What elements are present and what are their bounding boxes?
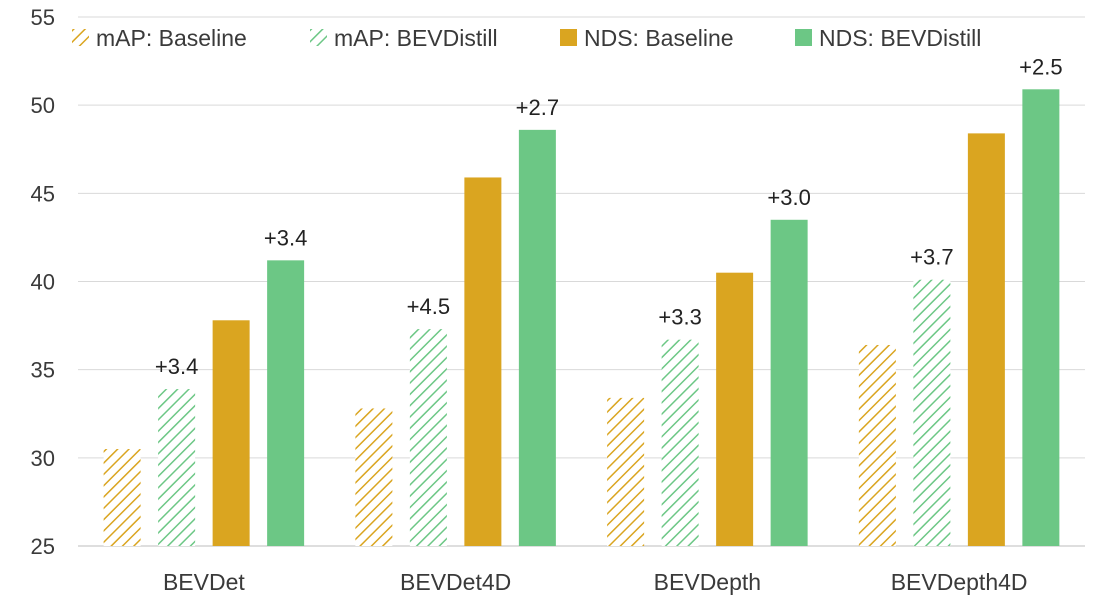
legend-label: NDS: Baseline [584, 25, 734, 51]
delta-label: +3.0 [767, 185, 810, 210]
bars [103, 89, 1060, 547]
bar-map-bevdistill-bevdet4d [409, 329, 447, 546]
delta-label: +3.3 [658, 305, 701, 330]
delta-label: +3.4 [155, 354, 198, 379]
x-category-label: BEVDet [163, 569, 245, 595]
legend-swatch [795, 29, 812, 46]
legend-label: mAP: BEVDistill [334, 25, 498, 51]
delta-label: +3.4 [264, 225, 307, 250]
legend-swatch [310, 29, 327, 46]
x-category-label: BEVDepth [654, 569, 761, 595]
bar-map-baseline-bevdet4d [355, 408, 393, 546]
y-tick-label: 40 [31, 270, 55, 295]
legend-label: mAP: Baseline [96, 25, 247, 51]
legend: mAP: Baseline mAP: BEVDistill NDS: Baselin… [72, 25, 981, 51]
legend-swatch [72, 29, 89, 46]
legend-label: NDS: BEVDistill [819, 25, 981, 51]
bar-map-baseline-bevdepth [607, 397, 645, 546]
bar-nds-bevdistill-bevdet [267, 260, 305, 546]
legend-swatch [560, 29, 577, 46]
bar-map-baseline-bevdepth4d [858, 344, 896, 546]
delta-label: +2.7 [516, 95, 559, 120]
data-labels: +3.4 +4.5 +3.3 +3.7 +3.4 +2.7 +3.0 +2.5 [155, 54, 1063, 379]
x-category-label: BEVDet4D [400, 569, 511, 595]
y-tick-label: 25 [31, 534, 55, 559]
y-tick-label: 35 [31, 358, 55, 383]
bar-map-bevdistill-bevdepth [661, 339, 699, 546]
x-category-label: BEVDepth4D [891, 569, 1028, 595]
y-axis: 25 30 35 40 45 50 55 [31, 5, 55, 559]
y-tick-label: 30 [31, 446, 55, 471]
bar-nds-bevdistill-bevdepth [770, 219, 808, 547]
delta-label: +2.5 [1019, 54, 1062, 79]
bar-nds-baseline-bevdet4d [464, 177, 502, 547]
bar-nds-baseline-bevdepth [716, 272, 754, 546]
y-tick-label: 50 [31, 93, 55, 118]
bar-nds-baseline-bevdet [212, 320, 250, 546]
delta-label: +3.7 [910, 245, 953, 270]
y-tick-label: 55 [31, 5, 55, 30]
bar-map-bevdistill-bevdet [158, 389, 196, 546]
bar-nds-baseline-bevdepth4d [967, 133, 1005, 546]
delta-label: +4.5 [407, 294, 450, 319]
bar-nds-bevdistill-bevdet4d [518, 129, 556, 546]
bar-nds-bevdistill-bevdepth4d [1022, 89, 1060, 547]
y-tick-label: 45 [31, 181, 55, 206]
x-axis: BEVDet BEVDet4D BEVDepth BEVDepth4D [163, 569, 1028, 595]
bar-map-bevdistill-bevdepth4d [913, 279, 951, 546]
bar-map-baseline-bevdet [103, 449, 141, 546]
